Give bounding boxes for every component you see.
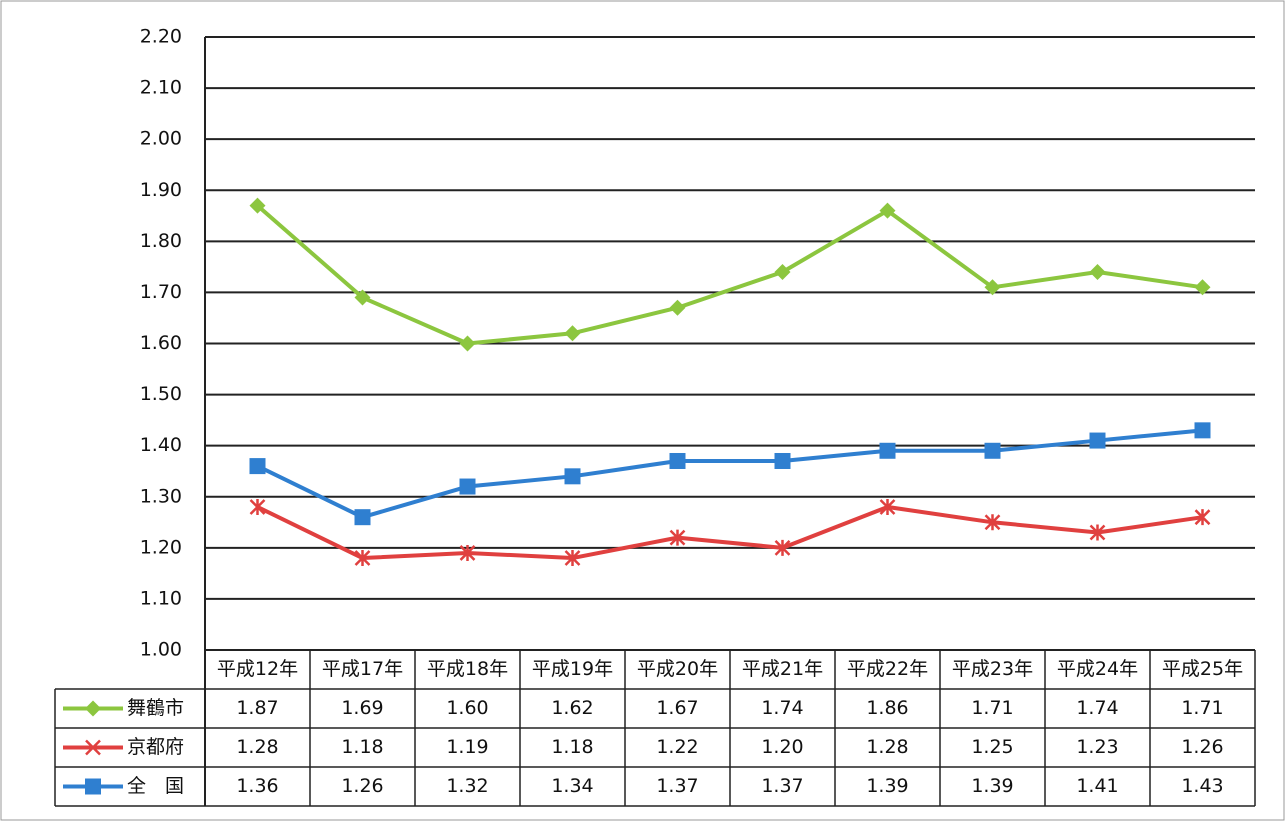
data-point	[354, 550, 371, 567]
table-value: 1.28	[866, 736, 908, 758]
table-value: 1.34	[551, 775, 593, 797]
y-tick-label: 1.40	[140, 434, 182, 456]
data-point	[459, 335, 476, 352]
table-value: 1.71	[1181, 697, 1223, 719]
table-value: 1.22	[656, 736, 698, 758]
x-tick-label: 平成17年	[322, 658, 403, 680]
table-value: 1.32	[446, 775, 488, 797]
y-tick-label: 1.80	[140, 230, 182, 252]
data-point	[1089, 263, 1106, 280]
table-value: 1.18	[341, 736, 383, 758]
data-point	[879, 202, 896, 219]
data-point	[354, 509, 371, 526]
x-tick-label: 平成21年	[742, 658, 823, 680]
table-value: 1.60	[446, 697, 488, 719]
data-point	[249, 498, 266, 515]
data-point	[774, 263, 791, 280]
table-value: 1.20	[761, 736, 803, 758]
legend-marker	[85, 739, 101, 756]
x-tick-label: 平成19年	[532, 658, 613, 680]
table-value: 1.28	[236, 736, 278, 758]
x-tick-label: 平成22年	[847, 658, 928, 680]
y-tick-label: 2.20	[140, 26, 182, 48]
table-value: 1.67	[656, 697, 698, 719]
y-tick-label: 1.90	[140, 179, 182, 201]
legend-label: 舞鶴市	[127, 697, 184, 719]
y-tick-label: 1.00	[140, 639, 182, 661]
series-line	[256, 504, 1203, 561]
table-value: 1.18	[551, 736, 593, 758]
data-point	[879, 498, 896, 515]
data-point	[774, 452, 791, 469]
data-point	[984, 514, 1001, 531]
table-value: 1.37	[656, 775, 698, 797]
data-point	[564, 325, 581, 342]
table-value: 1.87	[236, 697, 278, 719]
table-value: 1.37	[761, 775, 803, 797]
y-tick-label: 1.70	[140, 281, 182, 303]
data-point	[984, 442, 1001, 459]
y-tick-label: 1.30	[140, 485, 182, 507]
data-point	[669, 529, 686, 546]
table-value: 1.39	[866, 775, 908, 797]
table-value: 1.71	[971, 697, 1013, 719]
data-point	[249, 458, 266, 475]
table-value: 1.69	[341, 697, 383, 719]
data-point	[564, 468, 581, 485]
table-value: 1.25	[971, 736, 1013, 758]
table-value: 1.26	[341, 775, 383, 797]
data-point	[1194, 279, 1211, 296]
legend-marker	[85, 700, 101, 717]
table-value: 1.43	[1181, 775, 1223, 797]
data-point	[459, 478, 476, 495]
data-point	[354, 289, 371, 306]
x-tick-label: 平成24年	[1057, 658, 1138, 680]
data-point	[774, 539, 791, 556]
series-line	[256, 204, 1203, 346]
table-value: 1.26	[1181, 736, 1223, 758]
data-point	[564, 550, 581, 567]
y-tick-label: 2.00	[140, 128, 182, 150]
data-point	[1089, 524, 1106, 541]
table-value: 1.62	[551, 697, 593, 719]
table-value: 1.39	[971, 775, 1013, 797]
data-point	[669, 452, 686, 469]
table-value: 1.36	[236, 775, 278, 797]
x-tick-label: 平成12年	[217, 658, 298, 680]
y-tick-label: 1.20	[140, 536, 182, 558]
table-value: 1.74	[761, 697, 803, 719]
series-line	[256, 428, 1203, 520]
y-tick-label: 1.60	[140, 332, 182, 354]
y-tick-label: 2.10	[140, 77, 182, 99]
legend-label: 全 国	[127, 775, 184, 797]
table-value: 1.23	[1076, 736, 1118, 758]
x-tick-label: 平成23年	[952, 658, 1033, 680]
table-value: 1.41	[1076, 775, 1118, 797]
data-point	[669, 299, 686, 316]
table-value: 1.19	[446, 736, 488, 758]
y-tick-label: 1.50	[140, 383, 182, 405]
legend-marker	[85, 778, 101, 795]
data-point	[459, 544, 476, 561]
data-point	[1194, 509, 1211, 526]
x-tick-label: 平成20年	[637, 658, 718, 680]
legend-label: 京都府	[127, 736, 184, 758]
data-point	[1194, 422, 1211, 439]
data-point	[249, 197, 266, 214]
y-tick-label: 1.10	[140, 587, 182, 609]
table-value: 1.86	[866, 697, 908, 719]
data-point	[984, 279, 1001, 296]
x-tick-label: 平成18年	[427, 658, 508, 680]
data-point	[879, 442, 896, 459]
x-tick-label: 平成25年	[1162, 658, 1243, 680]
table-value: 1.74	[1076, 697, 1118, 719]
data-point	[1089, 432, 1106, 449]
